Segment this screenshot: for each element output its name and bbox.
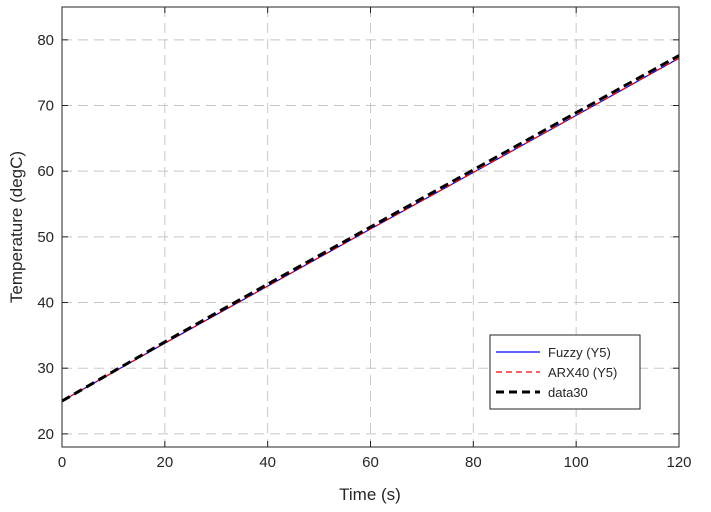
y-tick-label: 80 bbox=[37, 32, 54, 49]
x-tick-label: 120 bbox=[666, 454, 691, 471]
x-tick-label: 0 bbox=[58, 454, 66, 471]
legend: Fuzzy (Y5) ARX40 (Y5) data30 bbox=[489, 334, 641, 410]
legend-label-arx40: ARX40 (Y5) bbox=[548, 365, 617, 380]
y-tick-label: 30 bbox=[37, 360, 54, 377]
x-axis-label: Time (s) bbox=[339, 485, 401, 504]
y-axis-label: Temperature (degC) bbox=[7, 151, 26, 303]
legend-label-fuzzy: Fuzzy (Y5) bbox=[548, 345, 611, 360]
series-line-2 bbox=[61, 54, 680, 403]
legend-box bbox=[489, 334, 641, 410]
x-tick-label: 60 bbox=[362, 454, 379, 471]
x-tick-label: 80 bbox=[465, 454, 482, 471]
y-tick-label: 40 bbox=[37, 295, 54, 312]
x-tick-label: 100 bbox=[564, 454, 589, 471]
y-tick-label: 70 bbox=[37, 98, 54, 115]
legend-label-data30: data30 bbox=[548, 385, 588, 400]
y-tick-label: 50 bbox=[37, 229, 54, 246]
ticks bbox=[61, 7, 680, 447]
x-tick-label: 40 bbox=[259, 454, 276, 471]
y-tick-label: 60 bbox=[37, 163, 54, 180]
y-tick-label: 20 bbox=[37, 426, 54, 443]
x-tick-label: 20 bbox=[156, 454, 173, 471]
series-line-1 bbox=[61, 57, 680, 402]
series-layer bbox=[61, 54, 680, 403]
